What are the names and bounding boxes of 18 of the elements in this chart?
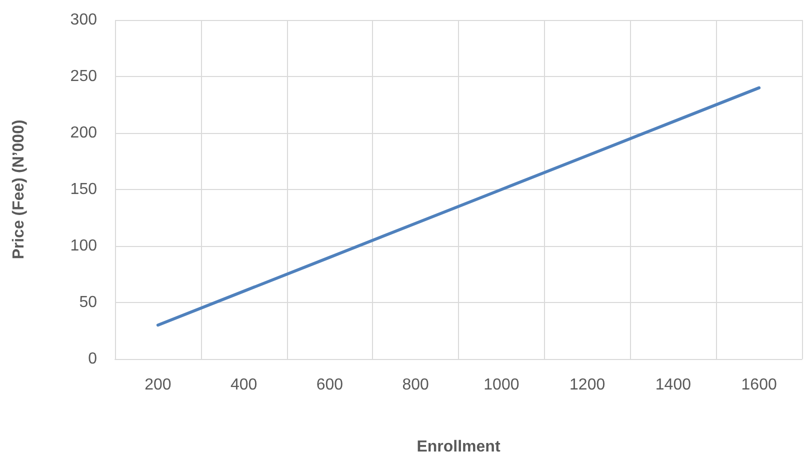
x-tick-label: 400 [230,376,258,394]
x-tick-label: 1000 [484,376,520,394]
x-tick-label: 1400 [655,376,692,394]
x-tick-label: 800 [402,376,430,394]
x-tick-label: 600 [316,376,344,394]
y-tick-label: 300 [70,12,98,28]
y-tick-label: 200 [70,124,98,142]
y-axis-title: Price (Fee) (N’000) [10,120,28,260]
x-tick-label: 1200 [570,376,606,394]
y-tick-label: 50 [79,294,98,311]
y-tick-label: 150 [70,181,98,198]
y-tick-label: 250 [70,68,98,85]
y-tick-label: 0 [88,350,98,368]
x-tick-label: 200 [144,376,172,394]
y-tick-label: 100 [70,238,98,254]
x-tick-label: 1600 [741,376,777,394]
x-axis-title: Enrollment [416,438,501,456]
line-series [156,86,761,327]
